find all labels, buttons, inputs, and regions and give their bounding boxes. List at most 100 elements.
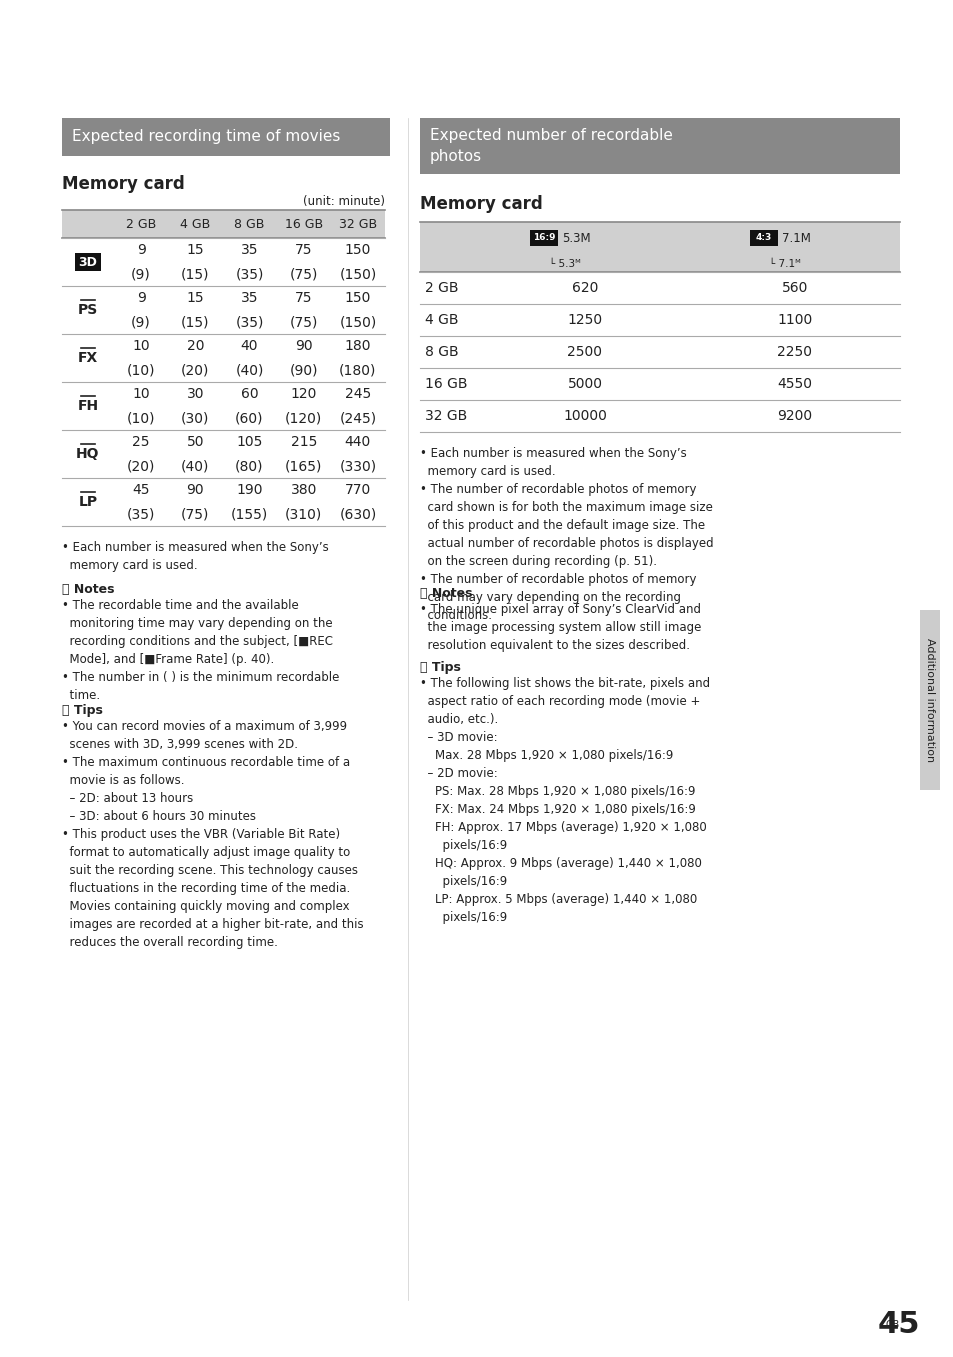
Text: (245): (245) [339, 411, 376, 425]
Text: 440: 440 [344, 436, 371, 449]
Text: • The unique pixel array of Sony’s ClearVid and
  the image processing system al: • The unique pixel array of Sony’s Clear… [419, 603, 700, 651]
Text: (10): (10) [127, 364, 155, 377]
Text: 120: 120 [291, 387, 316, 402]
Text: 10000: 10000 [562, 408, 606, 423]
Text: 2 GB: 2 GB [424, 281, 458, 294]
Text: Expected recording time of movies: Expected recording time of movies [71, 129, 340, 144]
Text: • You can record movies of a maximum of 3,999
  scenes with 3D, 3,999 scenes wit: • You can record movies of a maximum of … [62, 721, 363, 949]
Text: (310): (310) [285, 508, 322, 521]
Text: 1100: 1100 [777, 313, 812, 327]
Text: (20): (20) [181, 364, 210, 377]
Text: 75: 75 [294, 290, 313, 305]
Text: (60): (60) [235, 411, 263, 425]
Text: (40): (40) [235, 364, 263, 377]
Text: GB: GB [884, 1320, 899, 1330]
Text: (80): (80) [235, 459, 263, 474]
Text: (unit: minute): (unit: minute) [303, 195, 385, 208]
Text: 35: 35 [240, 290, 258, 305]
Text: Expected number of recordable
photos: Expected number of recordable photos [430, 128, 672, 164]
Text: 770: 770 [344, 483, 371, 497]
Text: (15): (15) [181, 315, 210, 328]
Text: 16 GB: 16 GB [424, 377, 467, 391]
Text: 3D: 3D [78, 255, 97, 269]
Text: 380: 380 [291, 483, 316, 497]
Text: • Each number is measured when the Sony’s
  memory card is used.
• The number of: • Each number is measured when the Sony’… [419, 446, 713, 622]
Text: 5000: 5000 [567, 377, 602, 391]
Text: PS: PS [78, 303, 98, 318]
Text: 20: 20 [187, 339, 204, 353]
Text: 2 GB: 2 GB [126, 217, 156, 231]
Text: 40: 40 [240, 339, 258, 353]
Text: 8 GB: 8 GB [234, 217, 264, 231]
Bar [419, 118, 899, 174]
Text: • The following list shows the bit-rate, pixels and
  aspect ratio of each recor: • The following list shows the bit-rate,… [419, 677, 709, 924]
Text: 560: 560 [781, 281, 807, 294]
Text: 180: 180 [344, 339, 371, 353]
Text: FX: FX [78, 351, 98, 365]
Text: (180): (180) [339, 364, 376, 377]
Text: (75): (75) [289, 315, 317, 328]
Bar [530, 229, 558, 246]
Text: ⓖ Tips: ⓖ Tips [419, 661, 460, 674]
Text: • Each number is measured when the Sony’s
  memory card is used.: • Each number is measured when the Sony’… [62, 541, 329, 573]
Text: (330): (330) [339, 459, 376, 474]
Text: ⓖ Tips: ⓖ Tips [62, 704, 103, 716]
Text: 4:3: 4:3 [755, 233, 771, 243]
Text: (35): (35) [127, 508, 155, 521]
Text: 4 GB: 4 GB [180, 217, 211, 231]
Bar [419, 223, 899, 271]
Text: (150): (150) [339, 315, 376, 328]
Text: (75): (75) [181, 508, 210, 521]
Text: 35: 35 [240, 243, 258, 256]
Text: 8 GB: 8 GB [424, 345, 458, 360]
Text: (120): (120) [285, 411, 322, 425]
Text: 190: 190 [236, 483, 262, 497]
Text: (35): (35) [235, 267, 263, 281]
Text: 2500: 2500 [567, 345, 602, 360]
Text: LP: LP [78, 495, 97, 509]
Text: 7.1M: 7.1M [781, 232, 810, 244]
Text: 150: 150 [344, 243, 371, 256]
Text: 30: 30 [187, 387, 204, 402]
Text: • The recordable time and the available
  monitoring time may vary depending on : • The recordable time and the available … [62, 598, 339, 702]
Text: 45: 45 [132, 483, 150, 497]
Bar [75, 252, 101, 271]
Text: 15: 15 [186, 243, 204, 256]
Text: ⓘ Notes: ⓘ Notes [62, 584, 114, 596]
Text: 15: 15 [186, 290, 204, 305]
Bar [749, 229, 778, 246]
Text: (9): (9) [132, 315, 151, 328]
Text: (150): (150) [339, 267, 376, 281]
Text: 60: 60 [240, 387, 258, 402]
Text: 10: 10 [132, 339, 150, 353]
Text: 4550: 4550 [777, 377, 812, 391]
Text: Additional information: Additional information [924, 638, 934, 763]
Text: 150: 150 [344, 290, 371, 305]
Text: 45: 45 [877, 1310, 919, 1339]
Text: (75): (75) [289, 267, 317, 281]
Text: (30): (30) [181, 411, 210, 425]
Text: 4 GB: 4 GB [424, 313, 458, 327]
Text: (9): (9) [132, 267, 151, 281]
Text: 215: 215 [291, 436, 316, 449]
Text: Memory card: Memory card [419, 195, 542, 213]
Text: (155): (155) [231, 508, 268, 521]
Text: 90: 90 [294, 339, 313, 353]
Text: 16:9: 16:9 [532, 233, 555, 243]
Text: HQ: HQ [76, 446, 100, 461]
Text: └ 7.1ᴹ: └ 7.1ᴹ [768, 259, 800, 269]
Bar [62, 118, 390, 156]
Text: (35): (35) [235, 315, 263, 328]
Text: 9: 9 [136, 290, 146, 305]
Text: 50: 50 [187, 436, 204, 449]
Text: 5.3M: 5.3M [561, 232, 590, 244]
Text: 9: 9 [136, 243, 146, 256]
Text: 1250: 1250 [567, 313, 602, 327]
Text: 32 GB: 32 GB [424, 408, 467, 423]
Text: (20): (20) [127, 459, 155, 474]
Text: 9200: 9200 [777, 408, 812, 423]
Text: 25: 25 [132, 436, 150, 449]
Text: 10: 10 [132, 387, 150, 402]
Text: (90): (90) [289, 364, 317, 377]
Text: 32 GB: 32 GB [338, 217, 376, 231]
